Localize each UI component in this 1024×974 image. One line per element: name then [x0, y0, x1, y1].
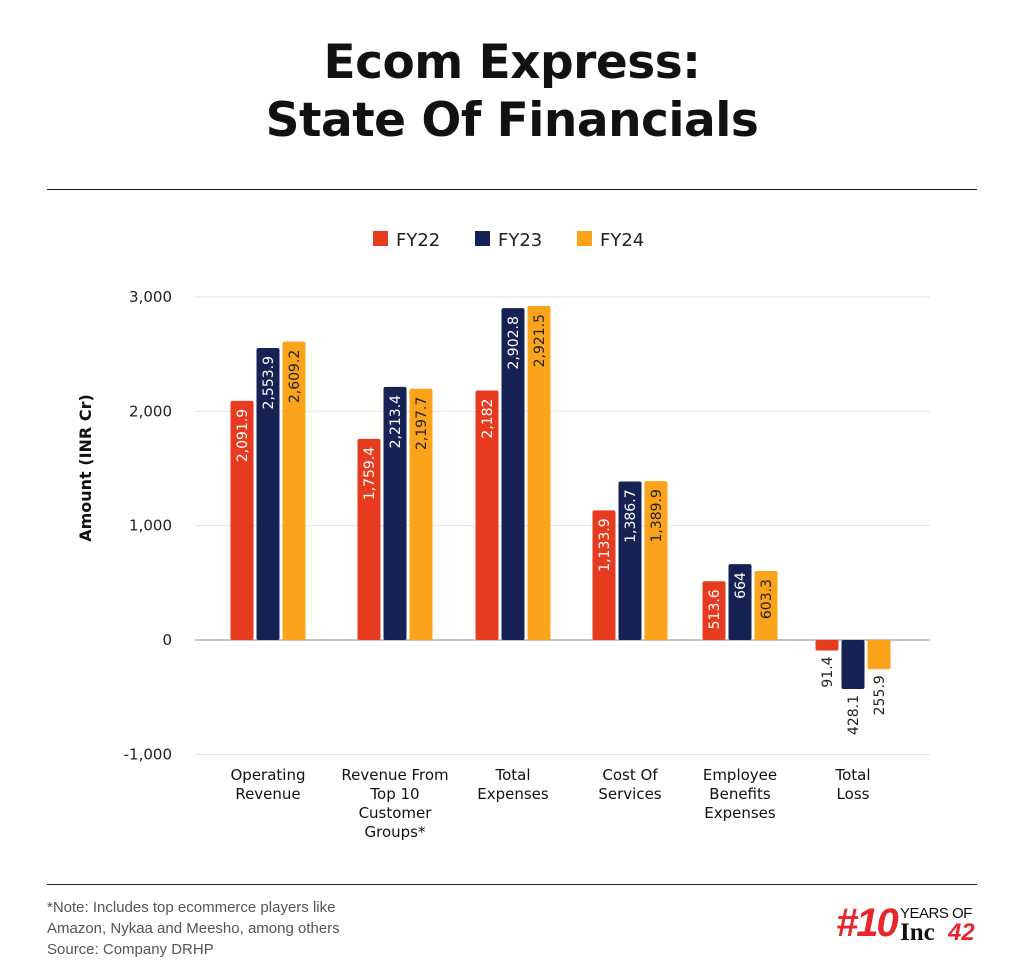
inc42-logo: #10 YEARS OF Inc 42	[836, 901, 981, 949]
x-category-label: Operating	[231, 766, 306, 784]
logo-years: YEARS OF	[900, 905, 972, 922]
bar-fy22	[815, 640, 839, 651]
x-category-label: Top 10	[369, 785, 419, 803]
title-line-2: State Of Financials	[265, 93, 759, 148]
bar-fy24	[282, 341, 306, 640]
x-category-label: Expenses	[477, 785, 549, 803]
logo-inc: Inc	[900, 919, 935, 946]
bar-fy22	[357, 438, 381, 640]
bar-fy24	[644, 481, 668, 640]
data-label: 91.4	[820, 656, 836, 687]
footnote: *Note: Includes top ecommerce players li…	[47, 897, 340, 960]
x-category-label: Total	[834, 766, 870, 784]
note-line: Amazon, Nykaa and Meesho, among others	[47, 920, 340, 937]
x-category-label: Expenses	[704, 804, 776, 822]
bar-fy22	[592, 510, 616, 640]
bar-fy23	[501, 308, 525, 640]
data-label: 2,902.8	[506, 316, 522, 369]
data-label: 2,921.5	[532, 314, 548, 367]
legend-swatch	[373, 231, 388, 246]
legend-swatch	[577, 231, 592, 246]
x-category-label: Services	[598, 785, 661, 803]
legend-label: FY23	[498, 230, 542, 251]
x-category-label: Total	[494, 766, 530, 784]
x-category-label: Groups*	[365, 823, 426, 841]
data-label: 255.9	[872, 675, 888, 715]
data-label: 2,213.4	[388, 395, 404, 449]
chart-title: Ecom Express: State Of Financials	[0, 34, 1024, 150]
data-label: 2,553.9	[261, 356, 277, 409]
bar-fy23	[383, 386, 407, 640]
y-tick-label: 1,000	[129, 517, 172, 535]
note-line: *Note: Includes top ecommerce players li…	[47, 899, 336, 916]
legend-label: FY24	[600, 230, 644, 251]
x-category-label: Loss	[837, 785, 870, 803]
data-label: 2,091.9	[235, 409, 251, 462]
bar-fy24	[527, 305, 551, 640]
y-tick-label: 3,000	[129, 288, 172, 306]
data-label: 664	[733, 572, 749, 599]
x-category-label: Benefits	[709, 785, 771, 803]
legend-label: FY22	[396, 230, 440, 251]
bar-fy22	[702, 581, 726, 640]
x-category-label: Revenue	[235, 785, 300, 803]
data-label: 603.3	[759, 579, 775, 619]
y-axis-label: Amount (INR Cr)	[76, 394, 95, 542]
bar-fy23	[256, 348, 280, 640]
data-label: 513.6	[707, 589, 723, 629]
data-label: 1,386.7	[623, 489, 639, 542]
y-tick-label: 0	[162, 631, 172, 649]
logo-hash: #10	[836, 901, 899, 945]
bar-fy23	[728, 564, 752, 640]
bar-fy24	[409, 388, 433, 640]
bottom-divider	[47, 884, 977, 885]
x-category-label: Employee	[703, 766, 777, 784]
data-label: 2,182	[480, 399, 496, 439]
y-tick-label: -1,000	[124, 745, 172, 763]
data-label: 1,389.9	[649, 489, 665, 542]
x-category-label: Revenue From	[341, 766, 448, 784]
data-label: 428.1	[846, 695, 862, 735]
data-label: 2,609.2	[287, 350, 303, 403]
bar-fy22	[475, 390, 499, 640]
logo-42: 42	[948, 919, 975, 946]
bar-fy22	[230, 400, 254, 640]
title-line-1: Ecom Express:	[323, 35, 701, 90]
bar-fy24	[867, 640, 891, 670]
y-tick-label: 2,000	[129, 402, 172, 420]
bar-fy24	[754, 571, 778, 640]
source-line: Source: Company DRHP	[47, 941, 214, 958]
legend-swatch	[475, 231, 490, 246]
data-label: 2,197.7	[414, 397, 430, 450]
bar-fy23	[618, 481, 642, 640]
x-category-label: Cost Of	[602, 766, 658, 784]
x-category-label: Customer	[359, 804, 433, 822]
bar-fy23	[841, 640, 865, 689]
data-label: 1,133.9	[597, 518, 613, 571]
top-divider	[47, 189, 977, 190]
data-label: 1,759.4	[362, 447, 378, 501]
